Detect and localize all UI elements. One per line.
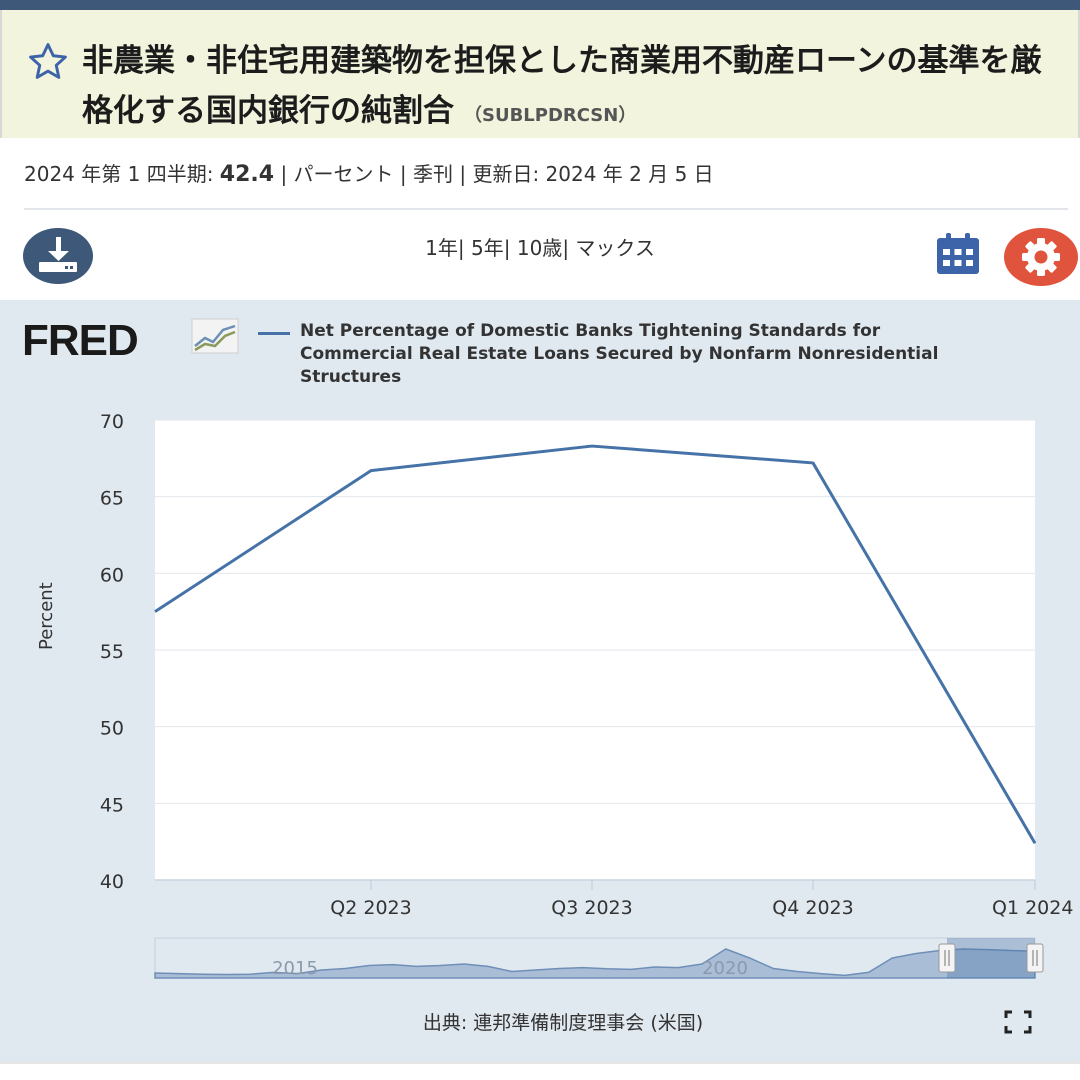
divider (24, 208, 1068, 210)
title-bar: 非農業・非住宅用建築物を担保とした商業用不動産ローンの基準を厳格化する国内銀行の… (0, 10, 1080, 138)
x-tick-label: Q2 2023 (330, 897, 411, 919)
series-line (154, 444, 1037, 844)
range-separator: | (562, 236, 570, 260)
y-tick-label: 55 (100, 641, 124, 663)
range-10y[interactable]: 10歳 (516, 236, 563, 260)
range-separator: | (457, 236, 465, 260)
x-tick-label: Q4 2023 (772, 897, 853, 919)
page-title: 非農業・非住宅用建築物を担保とした商業用不動産ローンの基準を厳格化する国内銀行の… (82, 36, 1052, 141)
navigator-year-label: 2020 (702, 958, 748, 979)
gear-icon (1022, 238, 1060, 276)
settings-button[interactable] (1004, 228, 1078, 286)
range-1y[interactable]: 1年 (425, 236, 458, 260)
x-tick-label: Q3 2023 (551, 897, 632, 919)
series-id: （SUBLPDRCSN） (464, 105, 637, 126)
y-tick-label: 60 (100, 564, 124, 586)
fullscreen-icon[interactable] (1004, 1010, 1032, 1034)
fred-logo-icon (191, 318, 239, 354)
date-range-links: 1年| 5年| 10歳| マックス (340, 232, 740, 261)
x-tick-label: Q1 2024 (992, 897, 1073, 919)
period-label: 2024 年第 1 四半期: (24, 162, 214, 186)
y-tick-label: 40 (100, 871, 124, 893)
navigator-handle[interactable] (1026, 943, 1044, 973)
y-tick-label: 70 (100, 411, 124, 433)
download-icon (39, 237, 77, 272)
meta-rest: | パーセント | 季刊 | 更新日: 2024 年 2 月 5 日 (280, 162, 714, 186)
y-tick-label: 65 (100, 488, 124, 510)
top-strip (0, 0, 1080, 10)
navigator-year-label: 2015 (272, 958, 318, 979)
fred-logo: FRED (22, 316, 139, 365)
star-outline-icon[interactable] (26, 40, 70, 84)
page-title-text: 非農業・非住宅用建築物を担保とした商業用不動産ローンの基準を厳格化する国内銀行の… (82, 43, 1042, 129)
latest-value: 42.4 (219, 162, 275, 187)
y-tick-label: 50 (100, 718, 124, 740)
chart-legend: Net Percentage of Domestic Banks Tighten… (258, 320, 958, 389)
series-meta: 2024 年第 1 四半期: 42.4 | パーセント | 季刊 | 更新日: … (24, 158, 714, 187)
range-separator: | (503, 236, 511, 260)
range-5y[interactable]: 5年 (471, 236, 504, 260)
legend-label: Net Percentage of Domestic Banks Tighten… (300, 321, 939, 387)
y-tick-label: 45 (100, 794, 124, 816)
navigator-handle[interactable] (938, 943, 956, 973)
source-credit: 出典: 連邦準備制度理事会 (米国) (422, 1012, 704, 1034)
line-chart: 70 65 60 55 50 45 40 Q2 2023 Q3 2023 Q4 2023 Q1 20… (100, 411, 1074, 979)
navigator-area (154, 948, 1036, 979)
calendar-icon[interactable] (934, 232, 982, 276)
range-max[interactable]: マックス (575, 236, 655, 260)
bottom-edge (0, 1062, 1080, 1080)
legend-swatch (258, 332, 290, 335)
download-button[interactable] (23, 228, 93, 284)
navigator-selection[interactable] (947, 938, 1035, 978)
